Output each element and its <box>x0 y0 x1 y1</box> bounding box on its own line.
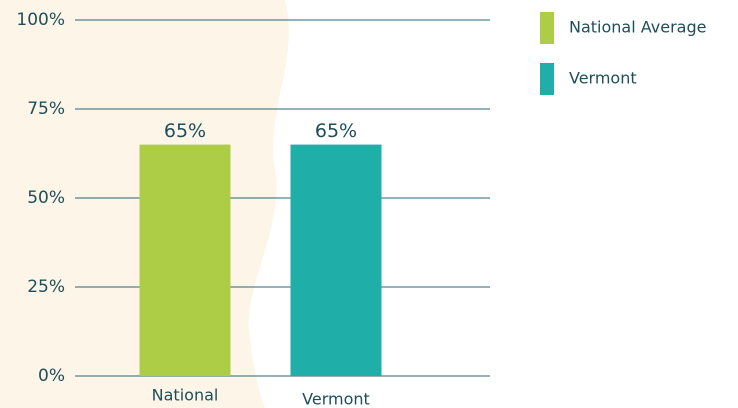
legend-swatch <box>540 12 554 44</box>
x-tick-label: National <box>152 386 219 405</box>
bar <box>139 144 231 376</box>
value-label: 65% <box>164 120 206 142</box>
legend-label: Vermont <box>569 69 637 88</box>
value-label: 65% <box>315 120 357 142</box>
legend-swatch <box>540 63 554 95</box>
y-tick-label: 75% <box>27 99 65 119</box>
legend-label: National Average <box>569 18 706 37</box>
x-tick-label: Vermont <box>302 390 370 408</box>
y-tick-label: 0% <box>38 366 65 386</box>
y-tick-label: 25% <box>27 277 65 297</box>
y-tick-label: 50% <box>27 188 65 208</box>
y-tick-label: 100% <box>16 10 65 30</box>
bar <box>290 144 382 376</box>
